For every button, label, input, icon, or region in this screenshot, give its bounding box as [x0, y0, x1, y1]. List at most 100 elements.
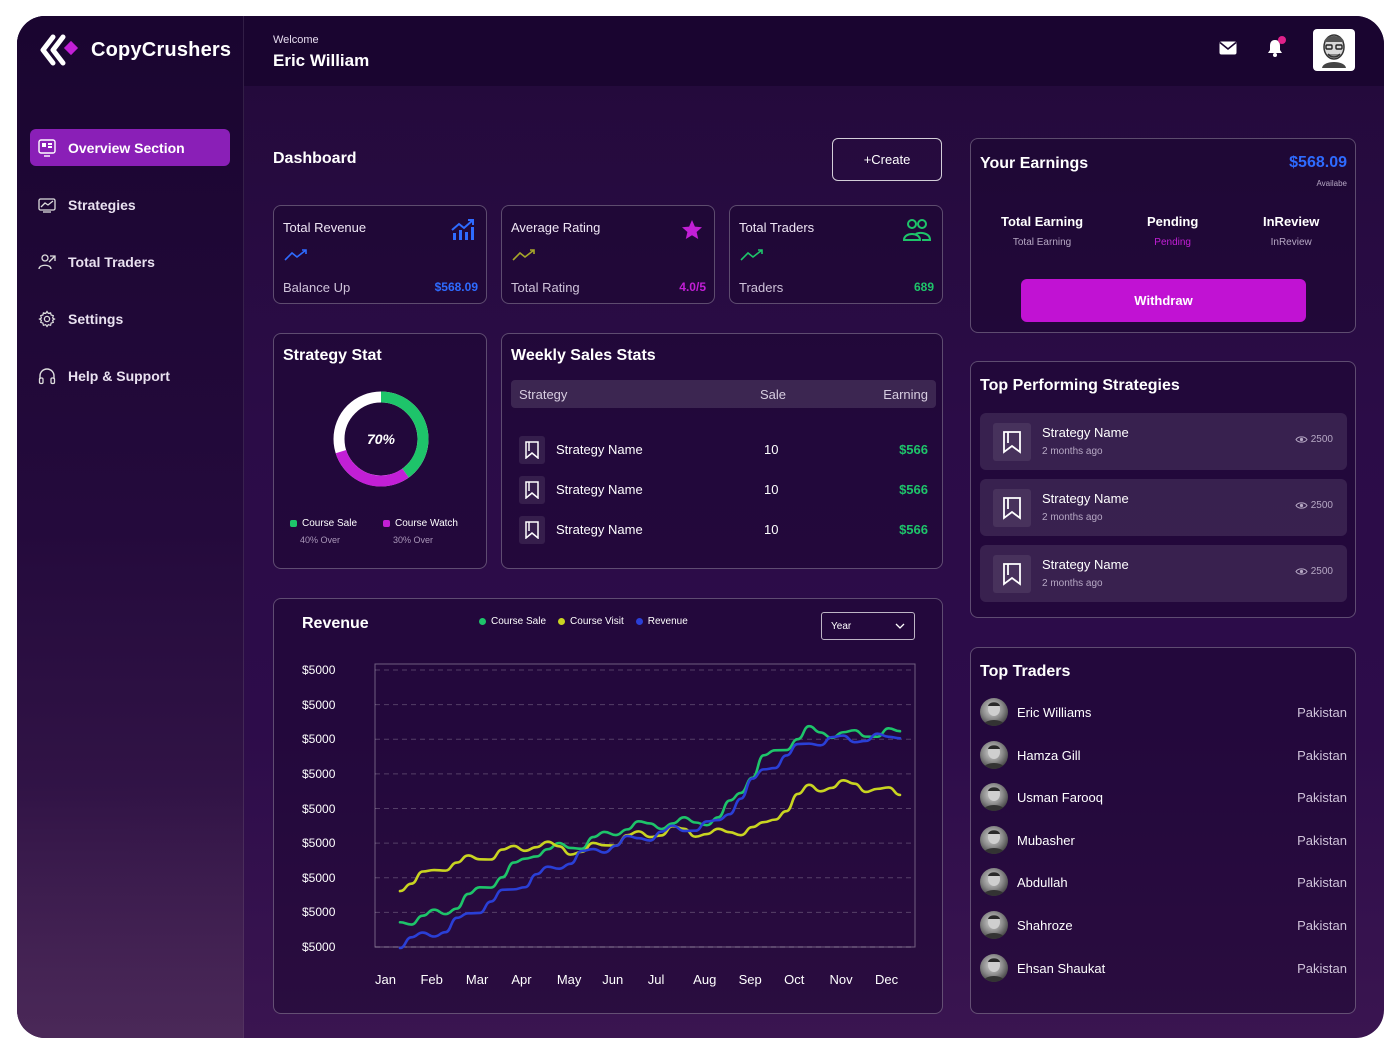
- trader-row[interactable]: Abdullah Pakistan: [980, 868, 1347, 898]
- strategy-name: Strategy Name: [1042, 425, 1129, 440]
- x-tick-label: Sep: [738, 972, 762, 987]
- trader-name: Ehsan Shaukat: [1017, 960, 1106, 976]
- x-tick-label: Nov: [829, 972, 853, 987]
- sidebar: CopyCrushers Overview Section Strategies…: [17, 16, 244, 1038]
- earning-column-inreview: InReview InReview: [1263, 214, 1319, 248]
- column-header-sale: Sale: [760, 387, 787, 402]
- sidebar-item-total-traders[interactable]: Total Traders: [30, 243, 230, 280]
- stat-label: Total Traders: [739, 220, 815, 235]
- trend-up-icon: [512, 248, 538, 267]
- earning-value: $566: [899, 522, 928, 537]
- bookmark-icon: [519, 516, 545, 544]
- stat-label: Total Revenue: [283, 220, 367, 235]
- legend-course-sale: Course Sale 40% Over: [290, 518, 357, 545]
- earning-column-sub: Pending: [1154, 237, 1191, 248]
- logo-icon: [40, 34, 79, 66]
- sale-count: 10: [764, 482, 779, 497]
- strategy-list-item[interactable]: Strategy Name 2 months ago 2500: [980, 479, 1347, 536]
- weekly-sales-card: Weekly Sales Stats Strategy Sale Earning…: [501, 333, 943, 569]
- trader-row[interactable]: Usman Farooq Pakistan: [980, 783, 1347, 813]
- earning-column-total: Total Earning Total Earning: [1001, 214, 1083, 248]
- trader-row[interactable]: Mubasher Pakistan: [980, 825, 1347, 856]
- strategy-stat-title: Strategy Stat: [283, 347, 382, 364]
- trader-row[interactable]: Shahroze Pakistan: [980, 911, 1347, 941]
- page-title: Dashboard: [273, 150, 357, 167]
- bookmark-icon: [519, 476, 545, 504]
- earning-column-pending: Pending Pending: [1147, 214, 1198, 248]
- trader-avatar: [980, 911, 1008, 939]
- trend-up-icon: [740, 248, 766, 267]
- app-name: CopyCrushers: [91, 38, 232, 61]
- x-tick-label: Feb: [420, 972, 443, 987]
- period-select-value: Year: [831, 620, 852, 632]
- strategy-name: Strategy Name: [556, 442, 643, 457]
- legend-label: Revenue: [647, 616, 688, 627]
- views-count: 2500: [1310, 500, 1333, 511]
- stat-value: 689: [913, 280, 934, 294]
- table-header: Strategy Sale Earning: [511, 380, 936, 408]
- strategy-date: 2 months ago: [1042, 446, 1103, 457]
- strategy-date: 2 months ago: [1042, 512, 1103, 523]
- withdraw-button[interactable]: Withdraw: [1021, 279, 1306, 322]
- stat-card-total-traders[interactable]: Total Traders Traders 689: [729, 205, 943, 304]
- sidebar-item-strategies[interactable]: Strategies: [30, 186, 230, 223]
- eye-icon: [1295, 436, 1308, 443]
- legend-swatch: [383, 520, 390, 527]
- earning-column-sub: InReview: [1270, 237, 1312, 248]
- table-row[interactable]: Strategy Name 10 $566: [511, 435, 936, 465]
- trader-row[interactable]: Ehsan Shaukat Pakistan: [980, 953, 1347, 984]
- bookmark-icon: [993, 489, 1031, 527]
- strategy-name: Strategy Name: [556, 522, 643, 537]
- chart-legend: Course Sale Course Visit Revenue: [479, 616, 688, 627]
- sidebar-item-settings[interactable]: Settings: [30, 300, 230, 337]
- x-tick-label: Mar: [465, 972, 489, 987]
- create-button[interactable]: +Create: [832, 138, 942, 181]
- trader-name: Shahroze: [1017, 918, 1073, 933]
- trader-row[interactable]: Hamza Gill Pakistan: [980, 740, 1347, 771]
- trader-country: Pakistan: [1297, 960, 1347, 976]
- trader-row[interactable]: Eric Williams Pakistan: [980, 698, 1347, 728]
- sidebar-item-label: Settings: [68, 310, 124, 327]
- period-select[interactable]: Year: [821, 612, 915, 640]
- app-logo[interactable]: CopyCrushers: [39, 34, 231, 66]
- legend-label: Course Watch: [395, 518, 458, 529]
- trader-avatar: [980, 740, 1008, 769]
- strategy-views: 2500: [1295, 500, 1333, 511]
- strategies-icon: [38, 196, 56, 214]
- table-row[interactable]: Strategy Name 10 $566: [511, 475, 936, 505]
- earnings-amount: $568.09: [1289, 154, 1347, 171]
- user-avatar[interactable]: [1313, 29, 1355, 71]
- stat-sub-label: Traders: [739, 280, 784, 295]
- x-tick-label: Dec: [875, 972, 899, 987]
- traders-icon: [38, 253, 56, 271]
- stat-card-total-revenue[interactable]: Total Revenue Balance Up $568.09: [273, 205, 487, 304]
- mail-icon[interactable]: [1219, 41, 1237, 60]
- trader-name: Mubasher: [1017, 832, 1075, 848]
- series-line-revenue: [398, 732, 902, 950]
- sidebar-item-label: Strategies: [68, 196, 136, 213]
- top-strategies-card: Top Performing Strategies Strategy Name …: [970, 361, 1356, 618]
- y-tick-label: $5000: [302, 905, 336, 920]
- legend-sub: 30% Over: [393, 535, 434, 545]
- donut-percent-label: 70%: [367, 431, 396, 447]
- trader-country: Pakistan: [1297, 790, 1347, 806]
- strategy-list-item[interactable]: Strategy Name 2 months ago 2500: [980, 413, 1347, 470]
- revenue-line-chart: [374, 663, 916, 950]
- strategy-date: 2 months ago: [1042, 578, 1103, 589]
- table-row[interactable]: Strategy Name 10 $566: [511, 515, 936, 545]
- stat-sub-label: Balance Up: [283, 280, 351, 295]
- weekly-sales-title: Weekly Sales Stats: [511, 347, 656, 364]
- bookmark-icon: [993, 555, 1031, 593]
- bell-icon[interactable]: [1267, 35, 1286, 62]
- sidebar-item-help-support[interactable]: Help & Support: [30, 357, 230, 394]
- sidebar-item-overview[interactable]: Overview Section: [30, 129, 230, 166]
- eye-icon: [1295, 502, 1308, 509]
- column-header-earning: Earning: [883, 387, 928, 402]
- users-icon: [902, 218, 932, 247]
- plot-border: [374, 663, 916, 948]
- strategy-list-item[interactable]: Strategy Name 2 months ago 2500: [980, 545, 1347, 602]
- legend-swatch: [290, 520, 297, 527]
- stat-card-average-rating[interactable]: Average Rating Total Rating 4.0/5: [501, 205, 715, 304]
- sidebar-item-label: Total Traders: [68, 253, 155, 270]
- trader-avatar: [980, 783, 1008, 812]
